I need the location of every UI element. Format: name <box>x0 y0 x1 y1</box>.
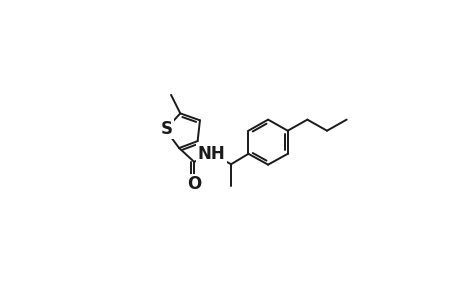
Text: O: O <box>187 175 201 193</box>
Text: S: S <box>160 120 172 138</box>
Text: NH: NH <box>197 145 225 163</box>
